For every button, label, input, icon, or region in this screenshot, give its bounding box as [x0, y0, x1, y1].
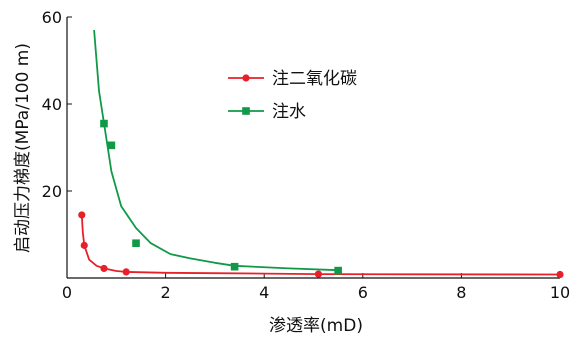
data-point	[230, 262, 239, 271]
x-axis-title: 渗透率(mD)	[269, 316, 363, 336]
x-tick-label: 2	[161, 283, 171, 302]
data-point	[314, 270, 323, 278]
x-tick-label: 10	[550, 283, 570, 302]
data-point	[100, 264, 108, 273]
series-2	[93, 30, 342, 275]
series-layer	[78, 30, 564, 279]
legend-marker	[242, 107, 250, 115]
data-point	[78, 211, 86, 219]
y-tick-label: 60	[42, 8, 62, 27]
y-axis-title: 启动压力梯度(MPa/100 m)	[13, 43, 33, 253]
data-point	[132, 239, 140, 247]
axes: 0 2 4 6 8 10 20 40 60	[42, 8, 571, 302]
legend-marker	[242, 74, 250, 82]
series-1	[78, 211, 564, 279]
x-tick-label: 6	[358, 283, 368, 302]
series-line	[93, 30, 339, 272]
x-tick-label: 8	[456, 283, 466, 302]
data-point	[556, 270, 564, 279]
legend-entry-1: 注二氧化碳	[228, 69, 357, 89]
x-tick-label: 0	[62, 283, 72, 302]
data-point	[107, 141, 116, 150]
x-tick-label: 4	[259, 283, 269, 302]
legend-entry-2: 注水	[228, 102, 306, 122]
y-tick-label: 20	[42, 182, 62, 201]
data-point	[80, 241, 88, 249]
data-point	[334, 266, 342, 275]
data-point	[122, 268, 130, 276]
legend-label: 注水	[272, 102, 306, 122]
y-tick-label: 40	[42, 95, 62, 114]
data-point	[100, 119, 108, 128]
legend-label: 注二氧化碳	[272, 69, 357, 89]
